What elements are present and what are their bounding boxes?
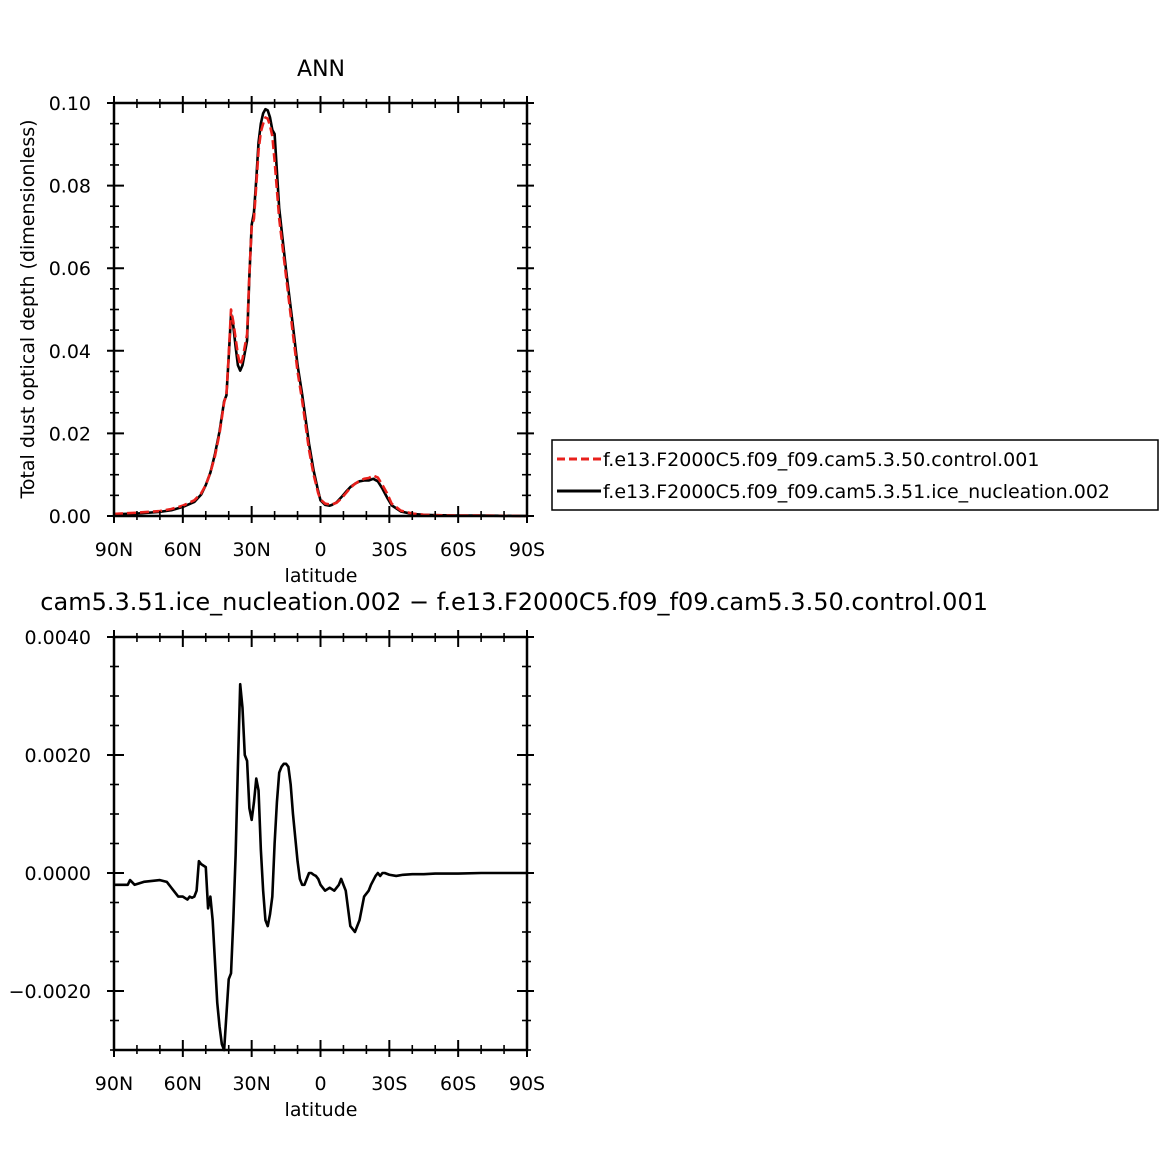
difference-plot-title: cam5.3.51.ice_nucleation.002 − f.e13.F20… [40, 588, 988, 616]
top-plot-title: ANN [297, 57, 345, 82]
top-plot-x-tick-label: 60N [164, 539, 202, 561]
difference-plot-y-tick-label: 0.0000 [25, 863, 91, 885]
difference-plot-y-tick-label: −0.0020 [9, 981, 91, 1003]
top-plot-y-tick-label: 0.08 [49, 176, 91, 198]
legend: f.e13.F2000C5.f09_f09.cam5.3.50.control.… [551, 439, 1159, 511]
difference-plot-x-tick-label: 90N [95, 1073, 133, 1095]
top-plot-series-1-line [113, 116, 528, 518]
difference-plot-y-tick-label: 0.0020 [25, 745, 91, 767]
difference-plot-ticks [107, 630, 534, 1057]
legend-box [551, 439, 1159, 511]
difference-plot-curves [114, 682, 527, 1052]
difference-plot-x-axis-title: latitude [285, 1099, 358, 1121]
legend-label-control: f.e13.F2000C5.f09_f09.cam5.3.50.control.… [603, 449, 1039, 471]
top-plot-y-axis-title: Total dust optical depth (dimensionless) [17, 119, 39, 499]
difference-plot-x-tick-label: 30N [232, 1073, 270, 1095]
top-plot-x-tick-label: 30N [232, 539, 270, 561]
top-plot-x-tick-label: 30S [371, 539, 407, 561]
difference-plot-x-tick-label: 60N [164, 1073, 202, 1095]
top-plot-frame [112, 101, 529, 518]
top-plot-y-tick-label: 0.02 [49, 423, 91, 445]
difference-plot-y-tick-labels: −0.0020 0.0000 0.0020 0.0040 [9, 627, 91, 1003]
top-plot-x-axis-title: latitude [285, 565, 358, 587]
top-plot-curves [113, 107, 528, 518]
top-plot-panel: ANN 90N 60N 30N 0 30S 60S 90S 0.00 0.02 0.04 0.06… [17, 57, 545, 587]
legend-label-ice-nucleation: f.e13.F2000C5.f09_f09.cam5.3.51.ice_nucl… [603, 481, 1110, 503]
difference-plot-x-tick-label: 30S [371, 1073, 407, 1095]
top-plot-y-tick-label: 0.00 [49, 506, 91, 528]
difference-plot-series-1-line [114, 682, 527, 1052]
difference-plot-x-tick-label: 60S [440, 1073, 476, 1095]
top-plot-x-tick-label: 0 [314, 539, 326, 561]
difference-plot-frame [112, 635, 529, 1052]
top-plot-y-tick-label: 0.10 [49, 93, 91, 115]
top-plot-y-tick-label: 0.06 [49, 258, 91, 280]
top-plot-x-tick-labels: 90N 60N 30N 0 30S 60S 90S [95, 539, 545, 561]
difference-plot-x-tick-labels: 90N 60N 30N 0 30S 60S 90S [95, 1073, 545, 1095]
top-plot-y-tick-label: 0.04 [49, 341, 91, 363]
top-plot-x-tick-label: 90N [95, 539, 133, 561]
difference-plot-x-tick-label: 0 [314, 1073, 326, 1095]
top-plot-x-tick-label: 90S [509, 539, 545, 561]
top-plot-x-tick-label: 60S [440, 539, 476, 561]
difference-plot-y-tick-label: 0.0040 [25, 627, 91, 649]
top-plot-y-tick-labels: 0.00 0.02 0.04 0.06 0.08 0.10 [49, 93, 91, 528]
top-plot-series-2-line [113, 107, 528, 518]
top-plot-ticks [107, 96, 534, 523]
difference-plot-x-tick-label: 90S [509, 1073, 545, 1095]
difference-plot-panel: 90N 60N 30N 0 30S 60S 90S −0.0020 0.0000 0.0020 0… [9, 627, 546, 1121]
